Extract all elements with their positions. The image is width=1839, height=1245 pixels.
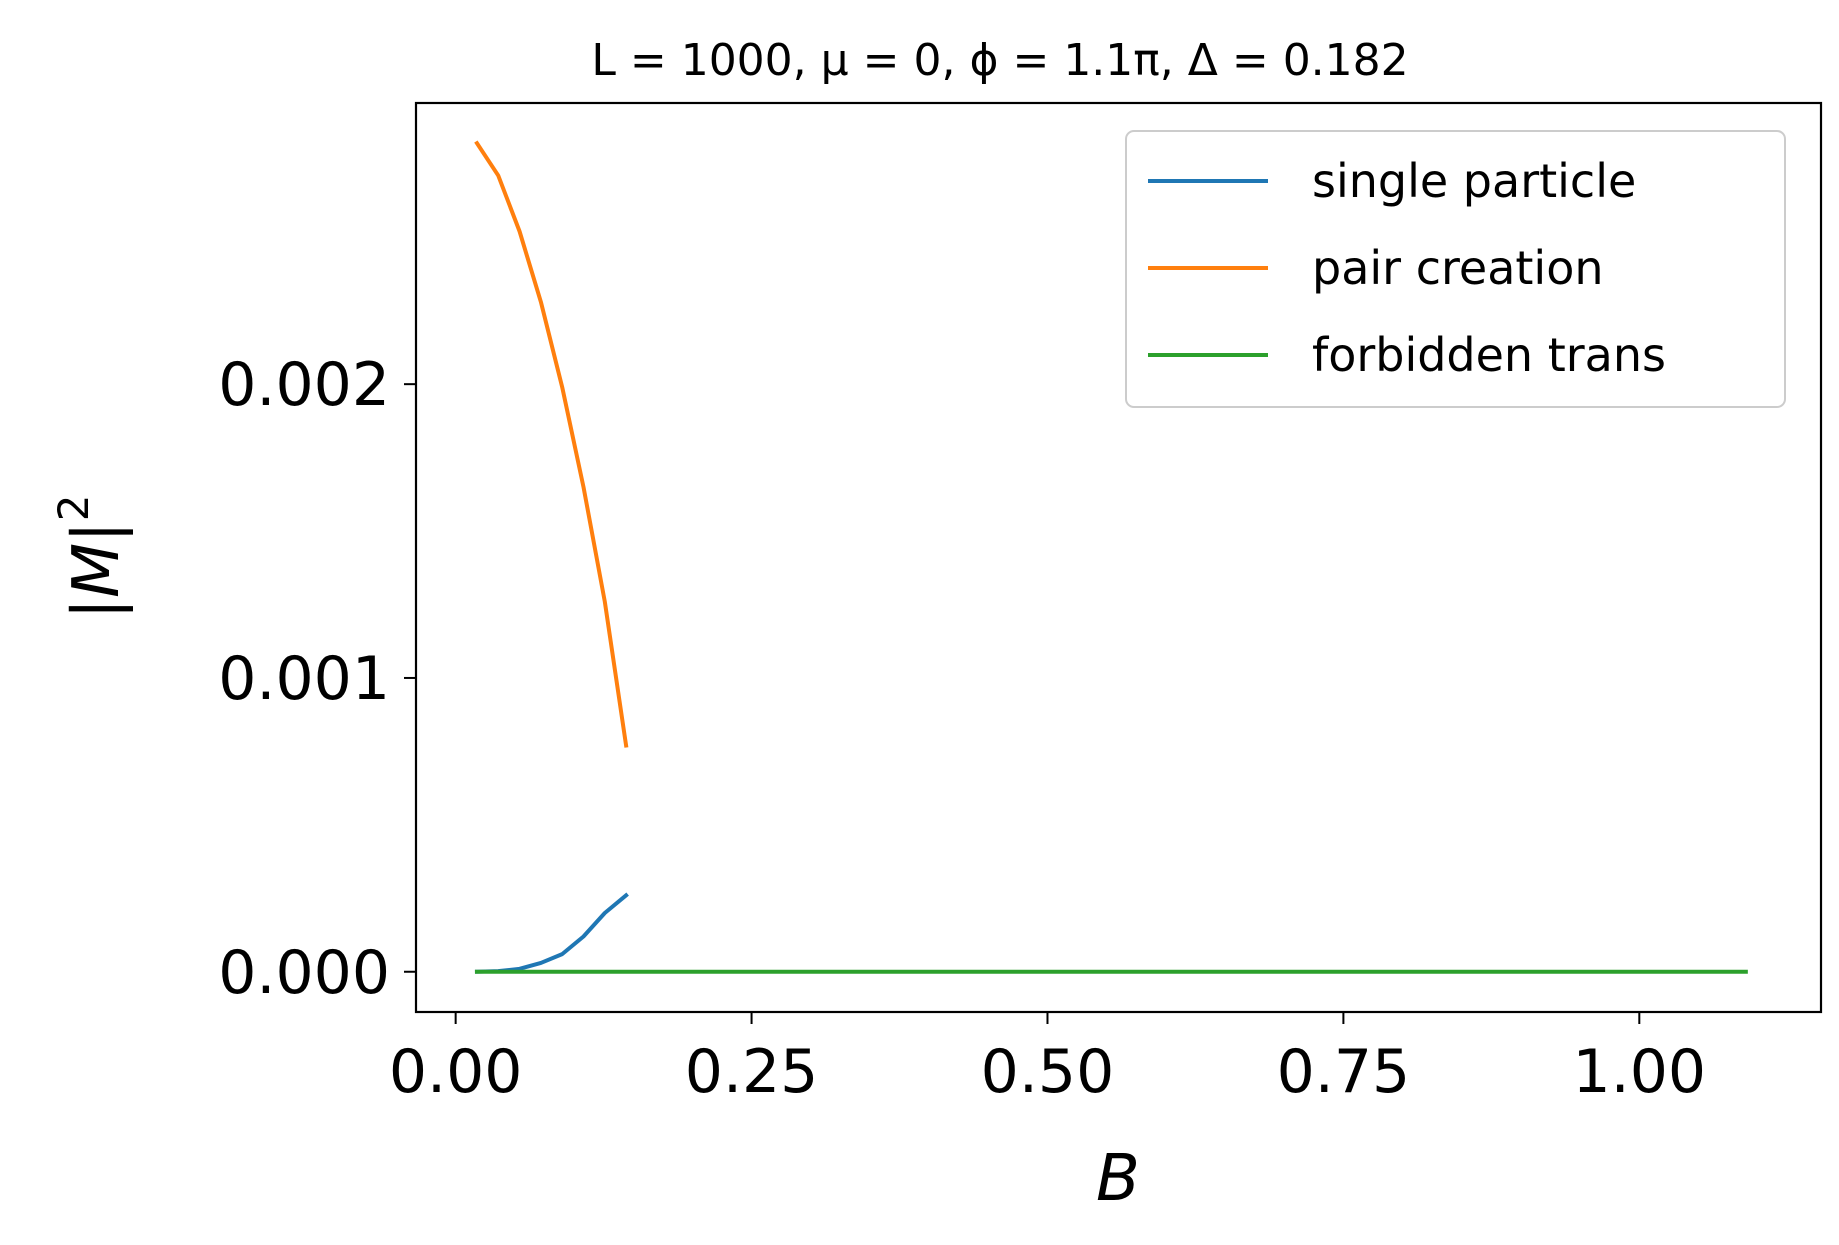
legend: single particle pair creation forbidden tr… bbox=[1125, 130, 1786, 408]
y-tick-label: 0.001 bbox=[218, 644, 390, 714]
series-layer bbox=[474, 140, 1748, 974]
chart-title: L = 1000, μ = 0, ϕ = 1.1π, Δ = 0.182 bbox=[591, 35, 1408, 86]
x-axis: 0.00 0.25 0.50 0.75 1.00 bbox=[389, 1012, 1706, 1107]
x-tick-label: 0.75 bbox=[1277, 1037, 1411, 1107]
x-tick-label: 0.50 bbox=[981, 1037, 1115, 1107]
y-tick-label: 0.000 bbox=[218, 938, 390, 1008]
y-axis-label-exponent: 2 bbox=[49, 494, 98, 521]
y-axis: 0.000 0.001 0.002 bbox=[218, 350, 416, 1008]
series-line-pair-creation bbox=[474, 140, 629, 748]
legend-entries: single particle pair creation forbidden tr… bbox=[1148, 154, 1666, 382]
y-axis-label-base: |M| bbox=[60, 521, 134, 619]
legend-label: single particle bbox=[1312, 154, 1636, 208]
legend-box bbox=[1125, 130, 1786, 408]
y-axis-label-group: |M|2 bbox=[49, 494, 134, 619]
x-tick-label: 1.00 bbox=[1573, 1037, 1707, 1107]
legend-label: forbidden trans bbox=[1312, 328, 1666, 382]
legend-label: pair creation bbox=[1312, 241, 1604, 295]
x-tick-label: 0.00 bbox=[389, 1037, 523, 1107]
x-tick-label: 0.25 bbox=[685, 1037, 819, 1107]
y-axis-label: |M|2 bbox=[49, 494, 134, 619]
plot-area bbox=[414, 101, 1823, 1014]
axes-frame bbox=[414, 101, 1823, 1014]
y-tick-label: 0.002 bbox=[218, 350, 390, 420]
x-axis-label: B bbox=[1096, 1142, 1140, 1216]
